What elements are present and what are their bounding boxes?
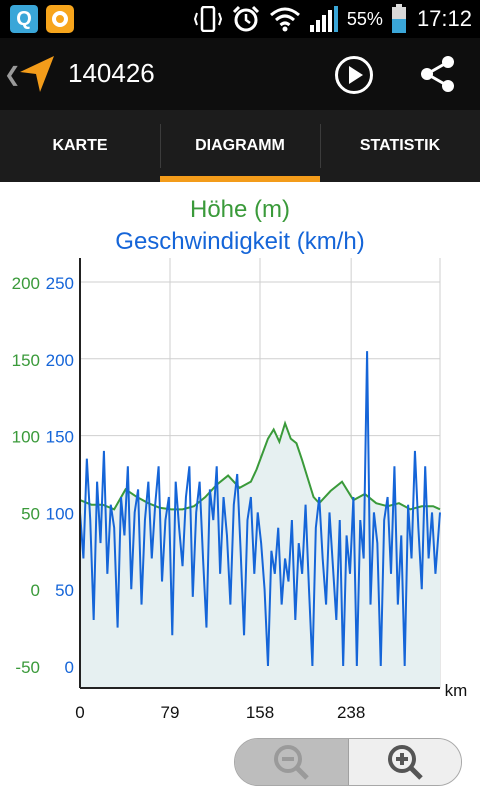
y-left-tick-label-3: 50 xyxy=(21,504,40,523)
y-right-tick-label-0: 250 xyxy=(46,274,74,293)
chart-area: Höhe (m) Geschwindigkeit (km/h) 200 150 10… xyxy=(0,182,480,728)
elevation-line xyxy=(79,420,441,511)
y-left-tick-label-0: 200 xyxy=(12,274,40,293)
tab-bar: KARTE DIAGRAMM STATISTIK xyxy=(0,110,480,182)
clock-time: 17:12 xyxy=(416,6,472,31)
zoom-controls xyxy=(234,738,462,786)
status-bar: Q 55% 17:12 xyxy=(0,0,480,38)
chart-title-speed: Geschwindigkeit (km/h) xyxy=(115,228,365,255)
navigation-arrow-icon[interactable] xyxy=(18,54,58,94)
y-right-tick-label-3: 100 xyxy=(46,504,74,523)
notification-app-icon-o xyxy=(46,5,74,33)
tab-karte[interactable]: KARTE xyxy=(0,110,160,182)
speed-line xyxy=(79,351,441,667)
x-tick-label-0: 0 xyxy=(75,703,84,722)
y-right-tick-label-2: 150 xyxy=(46,428,74,447)
y-left-tick-label-4: 0 xyxy=(31,581,40,600)
notification-app-icon-q: Q xyxy=(10,5,38,33)
y-right-tick-label-5: 0 xyxy=(65,658,74,677)
track-title: 140426 xyxy=(68,58,155,88)
zoom-in-icon xyxy=(387,745,423,780)
elevation-speed-chart[interactable]: 200 150 100 50 0 -50 250 200 150 100 50 0 0 79 158 238 k… xyxy=(0,182,480,728)
y-right-tick-label-4: 50 xyxy=(55,581,74,600)
y-left-tick-label-1: 150 xyxy=(12,351,40,370)
y-left-tick-label-5: -50 xyxy=(15,658,40,677)
back-chevron-icon[interactable]: ❮ xyxy=(4,64,21,86)
zoom-out-icon xyxy=(274,745,310,780)
battery-icon xyxy=(391,4,406,33)
x-axis-label: km xyxy=(445,681,468,700)
share-icon[interactable] xyxy=(418,54,458,94)
tab-diagramm[interactable]: DIAGRAMM xyxy=(160,110,320,182)
tab-diagramm-label: DIAGRAMM xyxy=(195,137,285,154)
tab-karte-label: KARTE xyxy=(52,137,108,154)
chart-title-elevation: Höhe (m) xyxy=(189,196,291,223)
wifi-icon xyxy=(269,7,300,32)
x-tick-label-3: 238 xyxy=(337,703,365,722)
signal-strength-icon xyxy=(309,6,338,32)
tab-statistik-label: STATISTIK xyxy=(359,137,441,154)
x-tick-label-1: 79 xyxy=(161,703,180,722)
battery-percentage: 55% xyxy=(346,8,383,29)
play-icon[interactable] xyxy=(334,55,374,95)
tab-statistik[interactable]: STATISTIK xyxy=(320,110,480,182)
zoom-out-button[interactable] xyxy=(235,739,348,785)
phone-vibrate-icon xyxy=(193,6,222,32)
elevation-area xyxy=(80,423,440,688)
y-left-tick-label-2: 100 xyxy=(12,428,40,447)
action-bar: ❮ 140426 xyxy=(0,38,480,110)
y-right-tick-label-1: 200 xyxy=(46,351,74,370)
alarm-clock-icon xyxy=(232,5,259,32)
zoom-in-button[interactable] xyxy=(347,739,461,785)
x-tick-label-2: 158 xyxy=(246,703,274,722)
